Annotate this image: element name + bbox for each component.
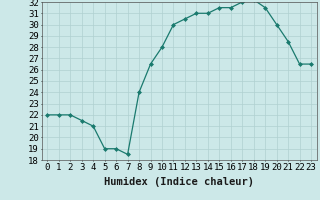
X-axis label: Humidex (Indice chaleur): Humidex (Indice chaleur) <box>104 177 254 187</box>
